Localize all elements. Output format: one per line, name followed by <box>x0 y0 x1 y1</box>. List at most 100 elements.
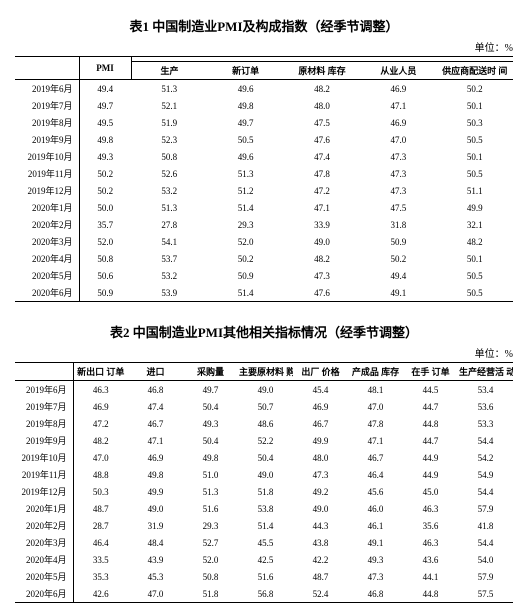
cell: 49.0 <box>238 381 293 399</box>
cell: 52.0 <box>79 233 131 250</box>
table2-title: 表2 中国制造业PMI其他相关指标情况（经季节调整） <box>15 322 513 341</box>
cell: 35.6 <box>403 517 458 534</box>
cell: 47.8 <box>284 165 360 182</box>
cell: 46.3 <box>403 534 458 551</box>
cell: 49.6 <box>207 80 283 98</box>
cell: 49.0 <box>293 500 348 517</box>
cell: 43.9 <box>128 551 183 568</box>
cell: 47.1 <box>128 432 183 449</box>
cell: 52.1 <box>131 97 207 114</box>
cell: 52.3 <box>131 131 207 148</box>
row-month: 2019年7月 <box>15 398 73 415</box>
col-purchase-qty: 采购量 <box>183 363 238 381</box>
cell: 48.0 <box>284 97 360 114</box>
cell: 48.7 <box>293 568 348 585</box>
cell: 49.4 <box>79 80 131 98</box>
cell: 50.2 <box>79 182 131 199</box>
cell: 33.5 <box>73 551 128 568</box>
cell: 44.8 <box>403 415 458 432</box>
row-month: 2020年4月 <box>15 250 79 267</box>
cell: 51.6 <box>183 500 238 517</box>
cell: 45.6 <box>348 483 403 500</box>
cell: 50.3 <box>73 483 128 500</box>
row-month: 2019年7月 <box>15 97 79 114</box>
cell: 48.2 <box>284 80 360 98</box>
col-new-export: 新出口 订单 <box>73 363 128 381</box>
cell: 31.8 <box>360 216 436 233</box>
cell: 47.8 <box>348 415 403 432</box>
cell: 50.8 <box>183 568 238 585</box>
cell: 50.5 <box>437 165 513 182</box>
cell: 48.8 <box>73 466 128 483</box>
cell: 49.1 <box>348 534 403 551</box>
cell: 44.5 <box>403 381 458 399</box>
cell: 47.3 <box>360 148 436 165</box>
cell: 48.2 <box>284 250 360 267</box>
row-month: 2019年10月 <box>15 449 73 466</box>
cell: 50.0 <box>79 199 131 216</box>
cell: 35.7 <box>79 216 131 233</box>
cell: 52.0 <box>207 233 283 250</box>
cell: 49.3 <box>183 415 238 432</box>
cell: 53.6 <box>458 398 513 415</box>
cell: 49.9 <box>293 432 348 449</box>
cell: 53.2 <box>131 182 207 199</box>
cell: 54.4 <box>458 483 513 500</box>
cell: 32.1 <box>437 216 513 233</box>
cell: 33.9 <box>284 216 360 233</box>
row-month: 2020年1月 <box>15 199 79 216</box>
cell: 44.7 <box>403 398 458 415</box>
cell: 49.7 <box>79 97 131 114</box>
row-month: 2020年3月 <box>15 534 73 551</box>
cell: 47.4 <box>128 398 183 415</box>
cell: 45.0 <box>403 483 458 500</box>
row-month: 2019年6月 <box>15 80 79 98</box>
col-new-orders: 新订单 <box>207 62 283 80</box>
cell: 54.1 <box>131 233 207 250</box>
row-month: 2019年11月 <box>15 466 73 483</box>
cell: 45.5 <box>238 534 293 551</box>
cell: 48.2 <box>73 432 128 449</box>
cell: 50.4 <box>183 432 238 449</box>
cell: 53.3 <box>458 415 513 432</box>
cell: 51.4 <box>207 199 283 216</box>
cell: 51.3 <box>131 80 207 98</box>
cell: 52.2 <box>238 432 293 449</box>
cell: 47.0 <box>348 398 403 415</box>
cell: 44.3 <box>293 517 348 534</box>
cell: 42.5 <box>238 551 293 568</box>
col-month2 <box>15 363 73 381</box>
cell: 47.3 <box>348 568 403 585</box>
cell: 53.4 <box>458 381 513 399</box>
cell: 51.8 <box>238 483 293 500</box>
cell: 51.3 <box>131 199 207 216</box>
cell: 49.8 <box>183 449 238 466</box>
row-month: 2020年5月 <box>15 267 79 284</box>
cell: 50.1 <box>437 148 513 165</box>
cell: 42.6 <box>73 585 128 603</box>
cell: 51.2 <box>207 182 283 199</box>
cell: 49.0 <box>284 233 360 250</box>
row-month: 2020年1月 <box>15 500 73 517</box>
cell: 48.1 <box>348 381 403 399</box>
cell: 46.9 <box>360 80 436 98</box>
row-month: 2020年3月 <box>15 233 79 250</box>
cell: 47.3 <box>360 165 436 182</box>
cell: 43.6 <box>403 551 458 568</box>
cell: 49.3 <box>79 148 131 165</box>
cell: 51.8 <box>183 585 238 603</box>
col-month <box>15 57 79 80</box>
cell: 48.2 <box>437 233 513 250</box>
row-month: 2019年9月 <box>15 131 79 148</box>
row-month: 2019年8月 <box>15 114 79 131</box>
cell: 48.0 <box>293 449 348 466</box>
cell: 47.5 <box>360 199 436 216</box>
cell: 46.8 <box>128 381 183 399</box>
cell: 43.8 <box>293 534 348 551</box>
cell: 47.2 <box>73 415 128 432</box>
table2: 新出口 订单 进口 采购量 主要原材料 购进价格 出厂 价格 产成品 库存 在手… <box>15 362 513 603</box>
col-supplier-delivery: 供应商配送时 间 <box>437 62 513 80</box>
cell: 50.5 <box>437 284 513 302</box>
row-month: 2019年12月 <box>15 483 73 500</box>
cell: 50.2 <box>437 80 513 98</box>
